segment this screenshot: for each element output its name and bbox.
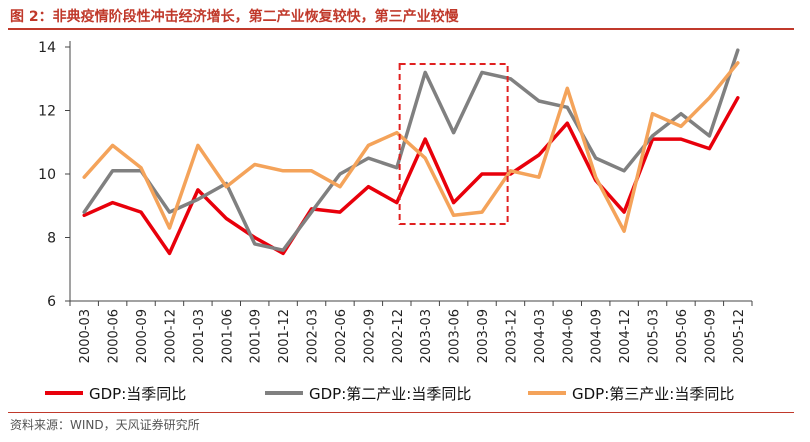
y-tick-label: 12 — [38, 104, 56, 120]
highlight-box-group — [398, 63, 509, 225]
source-divider — [8, 412, 794, 413]
y-tick-label: 14 — [38, 40, 56, 56]
x-tick-label: 2001-06 — [220, 309, 235, 363]
x-tick-label: 2004-03 — [533, 309, 548, 363]
y-tick-label: 6 — [47, 294, 56, 310]
x-tick-label: 2004-09 — [590, 309, 605, 363]
x-tick-label: 2003-09 — [476, 309, 491, 363]
x-tick-label: 2000-12 — [163, 309, 178, 363]
x-tick-label: 2001-12 — [277, 309, 292, 363]
x-tick-labels: 2000-03 2000-06 2000-09 2000-12 2001-03 2001-… — [78, 309, 747, 363]
x-tick-label: 2003-06 — [448, 309, 463, 363]
x-tick-label: 2003-12 — [504, 309, 519, 363]
chart-legend: GDP:当季同比 GDP:第二产业:当季同比 GDP:第三产业:当季同比 — [45, 385, 734, 403]
legend-label-2: GDP:第二产业:当季同比 — [309, 385, 471, 403]
series-line-2 — [82, 48, 740, 252]
x-tick-label: 2005-06 — [675, 309, 690, 363]
x-tick-label: 2002-09 — [362, 309, 377, 363]
x-tick-label: 2002-03 — [306, 309, 321, 363]
y-tick-label: 10 — [38, 167, 56, 183]
x-tick-label: 2005-03 — [647, 309, 662, 363]
x-tick-label: 2003-03 — [419, 309, 434, 363]
x-tick-label: 2005-12 — [732, 309, 747, 363]
x-tick-label: 2004-12 — [618, 309, 633, 363]
series-line-3 — [82, 61, 740, 233]
x-tick-label: 2002-12 — [391, 309, 406, 363]
x-tick-label: 2000-09 — [135, 309, 150, 363]
chart-axes — [65, 41, 753, 306]
legend-label-1: GDP:当季同比 — [89, 385, 186, 403]
x-tick-label: 2001-09 — [249, 309, 264, 363]
title-divider — [8, 28, 794, 30]
figure-source: 资料来源：WIND，天风证券研究所 — [10, 418, 200, 432]
x-tick-label: 2005-09 — [703, 309, 718, 363]
y-tick-label: 8 — [47, 231, 56, 247]
chart-series — [82, 48, 740, 256]
x-tick-label: 2001-03 — [192, 309, 207, 363]
figure-title: 图 2：非典疫情阶段性冲击经济增长，第二产业恢复较快，第三产业较慢 — [10, 9, 459, 25]
x-tick-label: 2000-03 — [78, 309, 93, 363]
y-tick-labels: 6 8 10 12 14 — [38, 40, 56, 310]
x-tick-label: 2000-06 — [107, 309, 122, 363]
x-tick-label: 2002-06 — [334, 309, 349, 363]
x-tick-label: 2004-06 — [561, 309, 576, 363]
highlight-box — [398, 63, 509, 225]
legend-label-3: GDP:第三产业:当季同比 — [572, 385, 734, 403]
